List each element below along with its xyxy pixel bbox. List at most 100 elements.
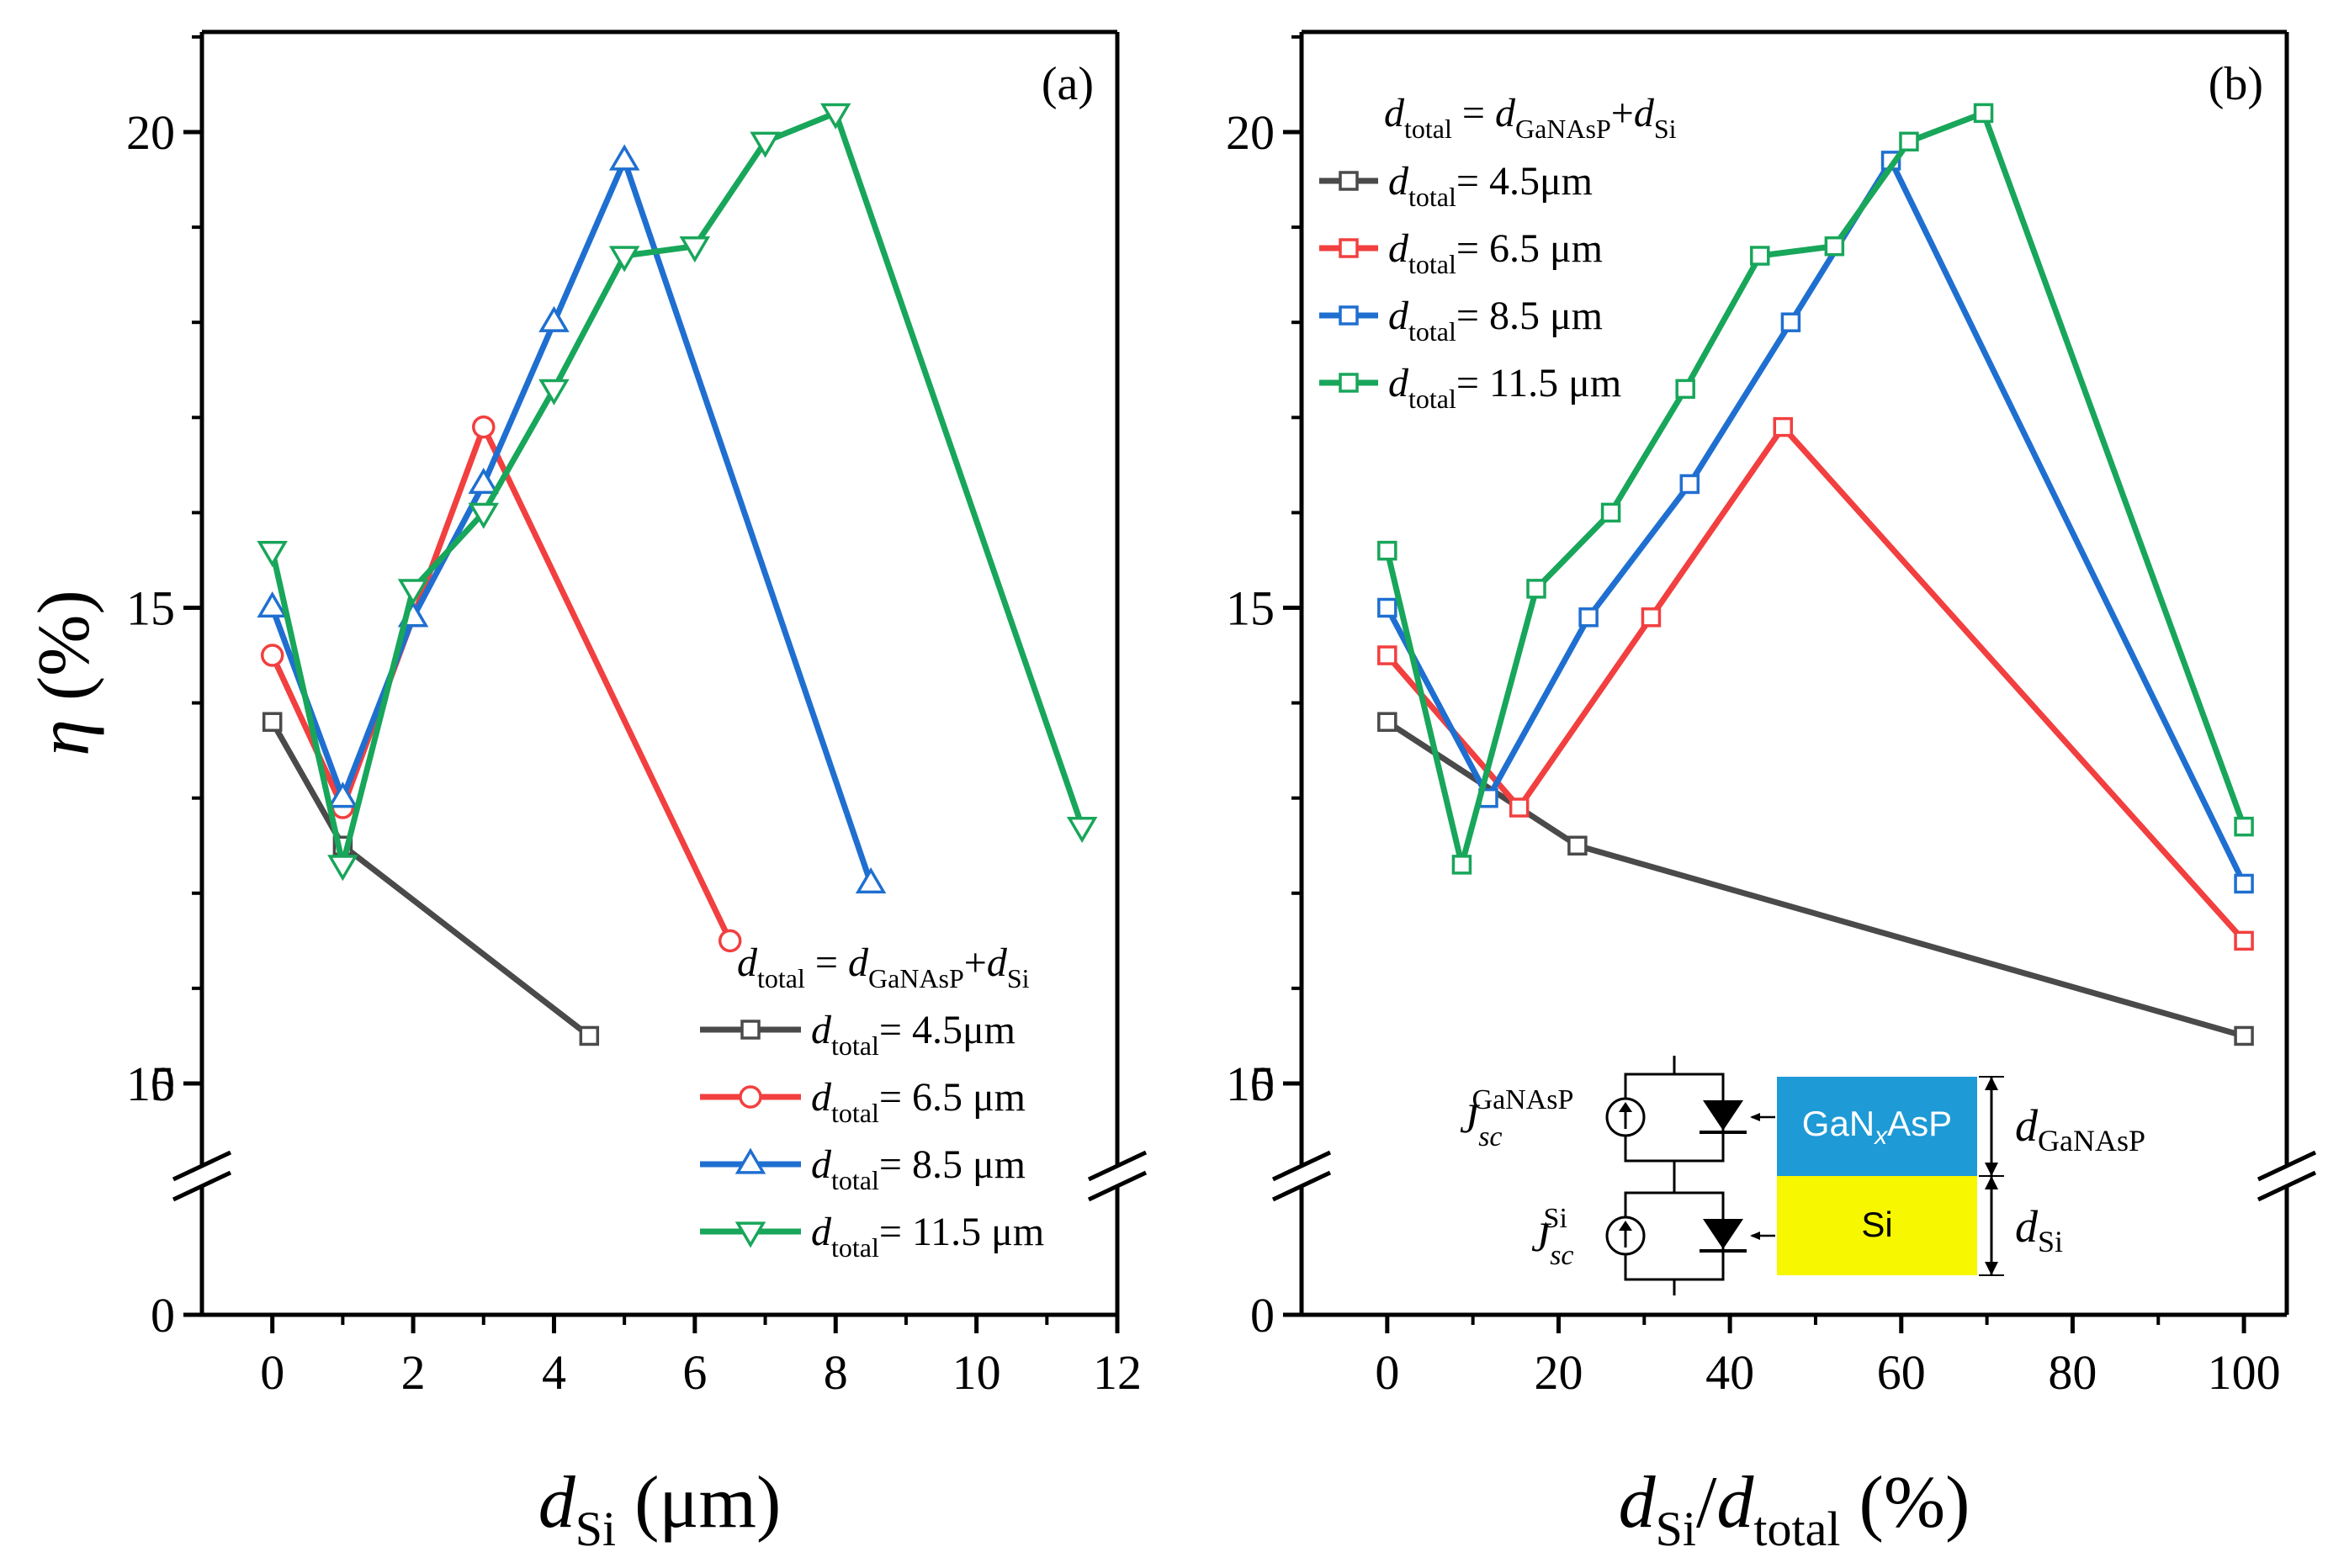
x-tick-label: 10 [952,1345,1001,1400]
legend-total: total [1408,384,1456,414]
gannasp-layer [1777,1077,1977,1176]
jsc-gannasp-label: Jsc GaNAsP [1460,1084,1573,1152]
thickness-head-bot-0 [1985,1163,1998,1176]
axis-break-mark [1271,1170,1332,1202]
legend-d: d [1388,226,1409,271]
panel-label: (b) [2209,58,2263,110]
thickness-head-top-0 [1985,1077,1998,1090]
y-tick-label: 5 [1250,1057,1275,1111]
jsc-si-label: Jsc Si [1531,1203,1574,1271]
y-tick-label: 0 [1250,1288,1275,1343]
jsc-sub: sc [1550,1240,1573,1271]
axis-break-mark [1087,1170,1148,1202]
legend-label-1: dtotal= 6.5 μm [1388,226,1603,279]
data-point-3-3 [1600,502,1621,523]
x-tick-label: 20 [1534,1345,1583,1400]
x-tick-label: 40 [1705,1345,1754,1400]
x-tick-label: 0 [260,1345,284,1400]
legend-marker-2 [1339,305,1359,326]
data-point-0-0 [262,712,283,732]
data-point-3-2 [397,579,429,606]
data-point-1-3 [718,929,742,953]
si-layer [1777,1176,1977,1275]
data-point-0-2 [2234,1025,2254,1046]
data-point-2-0 [1377,597,1397,618]
data-point-3-2 [1526,579,1546,599]
legend-total: total [1408,249,1456,279]
thick-d: d [2015,1201,2039,1252]
x-tick-label: 6 [682,1345,707,1400]
legend-d: d [811,1075,832,1120]
layer-gan: GaN [1802,1104,1875,1143]
x-title-sub: Si [575,1502,616,1556]
x-title-unit: (μm) [616,1462,781,1544]
data-point-2-6 [855,867,887,894]
data-point-3-5 [1750,246,1770,266]
data-point-1-2 [472,415,496,439]
data-point-2-0 [257,591,288,618]
data-point-2-5 [608,144,640,171]
legend-formula-d2: d [848,940,869,985]
data-point-2-4 [538,305,570,332]
data-point-3-1 [1451,855,1472,875]
legend-formula-total: total [1404,114,1452,144]
legend-formula-d3: d [987,940,1008,985]
data-point-1-2 [1641,607,1662,628]
legend-d: d [1388,361,1409,405]
legend-label-0: dtotal= 4.5μm [811,1008,1016,1061]
y-title-eta: η [24,719,105,756]
layer-x: x [1873,1122,1888,1150]
legend-formula-plus: + [1611,91,1634,135]
y-tick-label: 5 [151,1057,175,1111]
current-arrow-head-1 [1619,1221,1632,1231]
x-tick-label: 2 [401,1345,426,1400]
legend-marker-0 [740,1020,761,1040]
legend-total: total [831,1030,879,1061]
thick-sub: Si [2038,1225,2063,1258]
data-point-3-0 [257,540,288,568]
legend-marker-2 [734,1147,766,1174]
data-point-3-7 [1899,131,1919,152]
legend-formula-d: d [737,940,758,985]
series-line-3 [1384,109,2247,868]
axis-break-mark [1271,1150,1332,1182]
data-point-3-5 [608,246,640,273]
x-tick-label: 4 [542,1345,566,1400]
data-point-3-6 [679,236,711,263]
legend-formula-si: Si [1654,114,1677,144]
thickness-head-bot-1 [1985,1262,1998,1275]
legend-label-3: dtotal= 11.5 μm [811,1210,1044,1263]
x-tick-label: 8 [824,1345,848,1400]
legend-formula-gnap: GaNAsP [1515,114,1611,144]
data-point-1-4 [2234,930,2254,951]
legend-formula-eq: = [805,940,848,985]
data-point-3-7 [750,131,781,158]
thickness-si-label: dSi [2015,1201,2063,1258]
legend-marker-3 [734,1221,766,1248]
data-point-3-1 [327,855,358,882]
legend-marker-1 [1339,238,1359,258]
data-point-0-1 [1567,835,1588,856]
legend-formula-gnap: GaNAsP [868,963,964,993]
x-tick-label: 12 [1093,1345,1142,1400]
legend-marker-1 [739,1085,762,1109]
legend-formula-d: d [1384,91,1405,135]
thickness-gannasp-label: dGaNAsP [2015,1100,2145,1157]
layer-arrow-head-0 [1750,1113,1760,1121]
legend-d: d [811,1210,832,1254]
x-tick-label: 80 [2048,1345,2097,1400]
si-layer-label: Si [1861,1205,1892,1244]
x-title-d: d [538,1462,576,1544]
legend-formula: dtotal = dGaNAsP+dSi [1384,91,1677,144]
legend-formula-total: total [757,963,805,993]
legend-formula-si: Si [1007,963,1030,993]
data-point-2-4 [1780,312,1801,332]
series-line-1 [1385,424,2246,943]
panel-label: (a) [1042,58,1094,110]
series-line-2 [269,157,874,885]
legend-total: total [831,1232,879,1263]
x-title-sub: Si [1656,1502,1696,1556]
